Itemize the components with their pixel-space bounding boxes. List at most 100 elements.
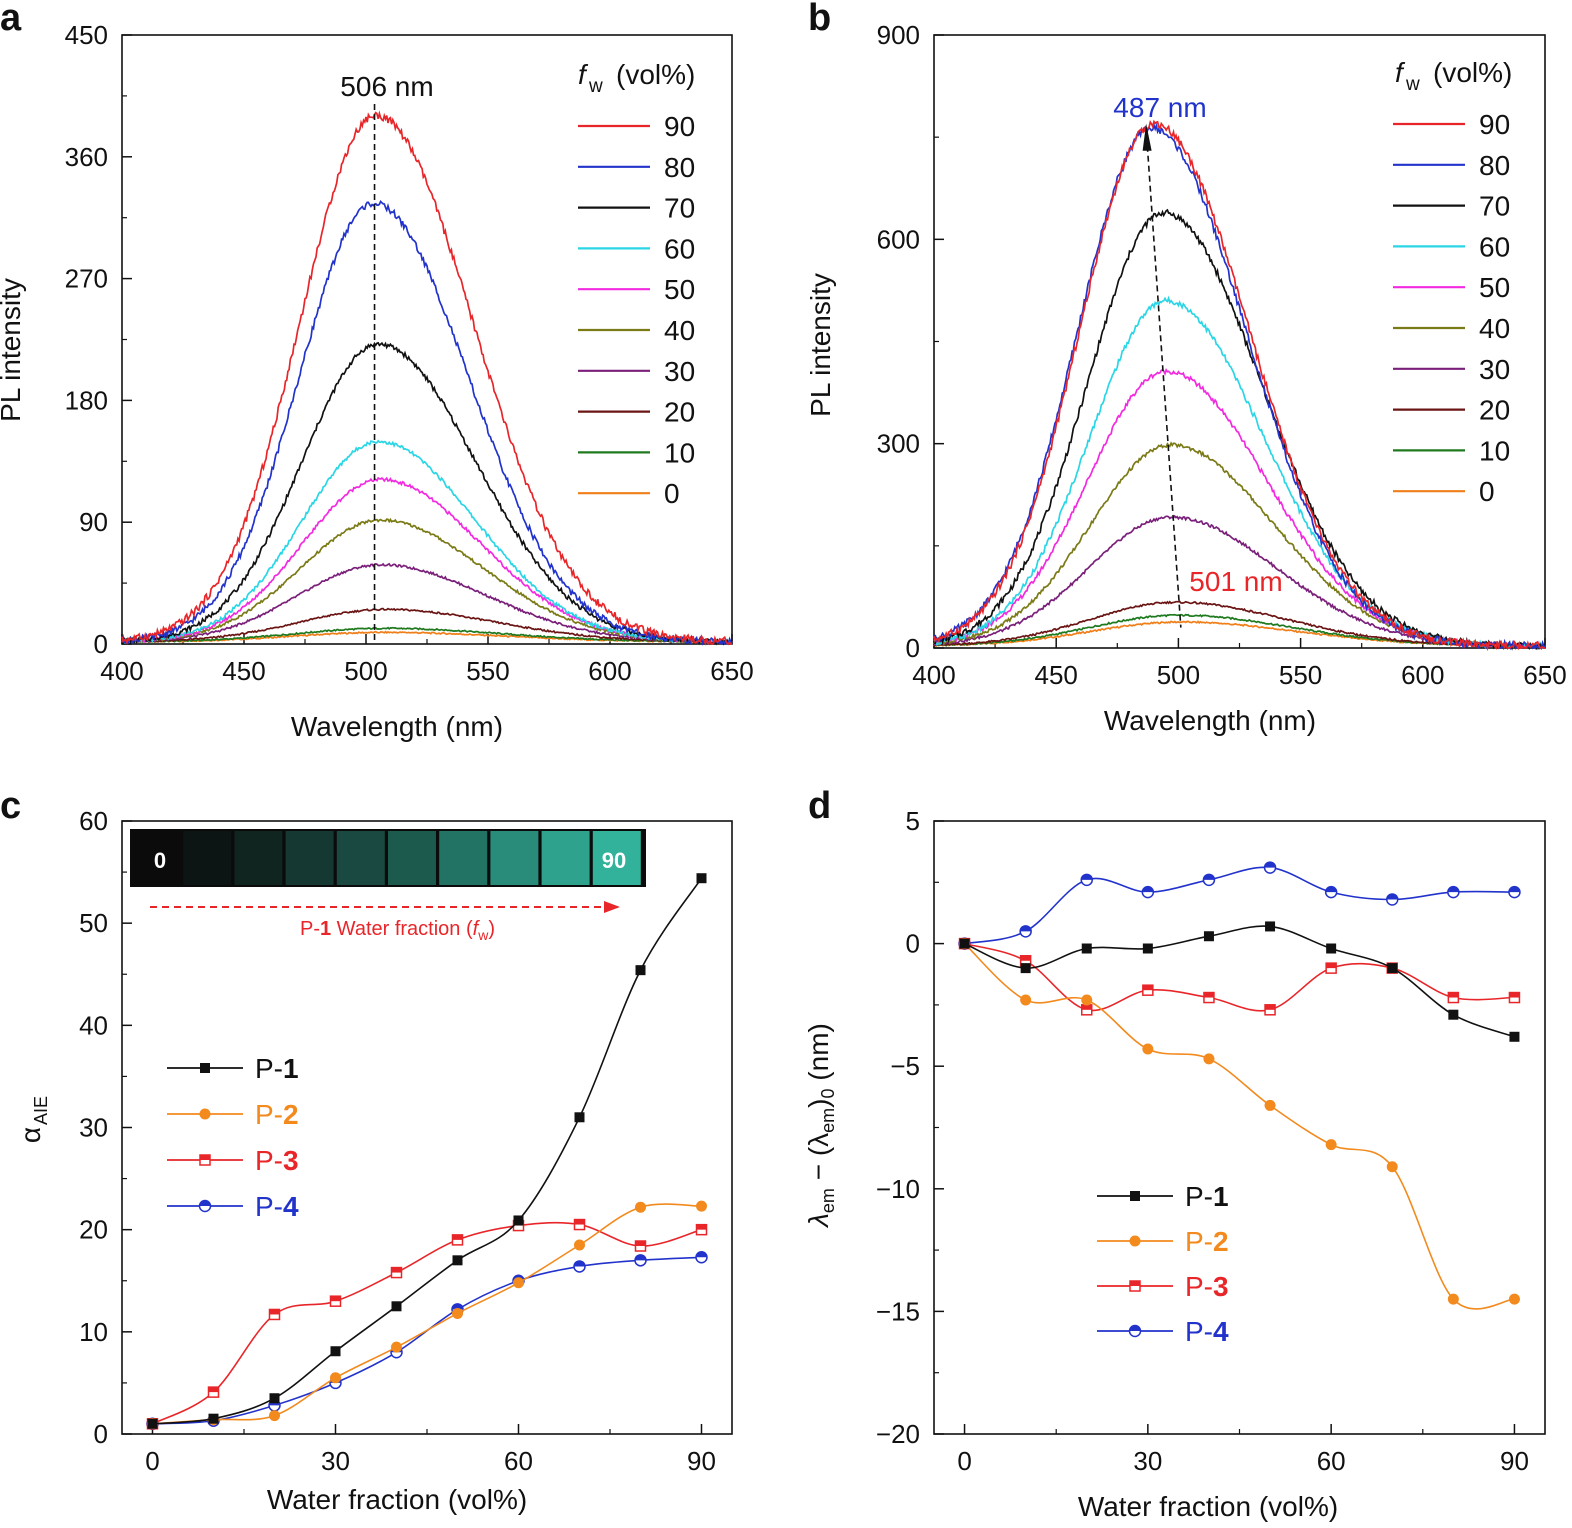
a-spectrum-20 <box>121 607 733 644</box>
c-legend: P-1 P-2 P-3 P-4 <box>167 1053 299 1222</box>
c-point-p4-90 <box>695 1251 708 1264</box>
b-spectrum-40 <box>933 441 1546 649</box>
a-y-axis-label: PL intensity <box>0 278 26 422</box>
d-curves <box>958 861 1521 1310</box>
d-point-p4-80 <box>1447 885 1460 899</box>
c-point-p2-70 <box>574 1239 585 1251</box>
c-point-p1-30 <box>330 1346 341 1357</box>
c-y-tick-label: 30 <box>79 1113 108 1143</box>
c-point-p2-30 <box>330 1372 341 1384</box>
c-y-axis-label-sub: AIE <box>31 1096 51 1125</box>
c-inset-vial-60 <box>439 831 488 885</box>
d-legend-marker-p1 <box>1130 1191 1140 1201</box>
d-point-p3-40 <box>1203 991 1215 1004</box>
a-curves <box>121 104 733 646</box>
a-legend-label-90: 90 <box>664 111 695 142</box>
c-y-axis-label: α AIE <box>15 1096 51 1143</box>
c-y-tick-label: 20 <box>79 1215 108 1245</box>
c-point-p3-10-fill <box>208 1387 219 1393</box>
c-point-p3-50 <box>451 1234 464 1246</box>
d-point-p2-70 <box>1386 1161 1398 1173</box>
c-x-axis-label: Water fraction (vol%) <box>267 1484 527 1515</box>
c-point-p3-30 <box>329 1295 342 1307</box>
d-legend-label-p1: P-1 <box>1185 1181 1229 1212</box>
a-x-tick-label: 650 <box>710 656 753 686</box>
c-point-p1-40 <box>391 1301 402 1312</box>
c-x-tick-label: 60 <box>504 1446 533 1476</box>
b-peak-shift-dashed-line <box>1145 135 1182 628</box>
d-point-p1-40 <box>1203 931 1214 942</box>
a-legend-label-20: 20 <box>664 397 695 428</box>
d-point-p3-10-fill <box>1020 955 1031 961</box>
c-point-p1-70 <box>574 1112 585 1123</box>
c-inset-vial-10 <box>183 831 232 885</box>
c-point-p1-0 <box>147 1418 158 1429</box>
d-point-p2-60 <box>1325 1139 1337 1151</box>
c-inset-label-start: 0 <box>154 848 166 873</box>
d-point-p3-20-fill <box>1081 1004 1092 1010</box>
c-point-p1-50 <box>452 1255 463 1266</box>
a-y-tick-label: 180 <box>65 385 108 415</box>
b-x-tick-label: 650 <box>1523 660 1566 690</box>
a-annotation-506nm: 506 nm <box>340 71 433 102</box>
b-legend-label-70: 70 <box>1479 191 1510 222</box>
b-curves <box>933 119 1546 652</box>
a-legend-label-40: 40 <box>664 315 695 346</box>
c-point-p2-50 <box>452 1307 463 1319</box>
d-y-tick-label: 0 <box>906 929 920 959</box>
a-legend-title: f w (vol%) <box>578 59 695 97</box>
c-point-p1-90 <box>696 873 707 884</box>
panel-label-c: c <box>0 785 21 827</box>
c-inset-vial-30 <box>285 831 334 885</box>
d-point-p3-50-fill <box>1265 1004 1276 1010</box>
b-legend-label-80: 80 <box>1479 150 1510 181</box>
c-inset-photo: 0 90 <box>130 829 646 913</box>
b-legend-label-20: 20 <box>1479 395 1510 426</box>
d-point-p2-20 <box>1081 994 1093 1006</box>
d-point-p3-80-fill <box>1448 992 1459 998</box>
d-point-p3-80 <box>1447 991 1460 1004</box>
d-legend-marker-p4 <box>1128 1324 1142 1338</box>
d-legend-marker-p4-fill <box>1129 1325 1141 1331</box>
d-point-p1-0 <box>959 938 970 949</box>
c-point-p4-50-fill <box>452 1303 463 1310</box>
d-point-p4-90-fill <box>1508 886 1520 893</box>
d-legend-marker-p3-fill <box>1130 1281 1140 1286</box>
a-legend-title-sub: w <box>588 76 603 97</box>
c-curves <box>146 873 708 1431</box>
b-x-tick-label: 550 <box>1279 660 1322 690</box>
b-legend-label-50: 50 <box>1479 272 1510 303</box>
b-y-axis-label: PL intensity <box>805 273 836 417</box>
c-inset-vial-70 <box>490 831 539 885</box>
a-legend-label-10: 10 <box>664 437 695 468</box>
b-x-axis-label: Wavelength (nm) <box>1104 705 1316 736</box>
d-point-p4-20 <box>1080 873 1093 887</box>
a-legend-title-f: f <box>578 59 589 90</box>
c-plot-frame <box>121 820 733 1435</box>
c-point-p3-90 <box>695 1223 708 1236</box>
d-x-tick-label: 90 <box>1500 1446 1529 1476</box>
c-line-p1 <box>152 877 703 1425</box>
d-y-axis-label-text: λem − (λem)0 (nm) <box>803 1023 838 1229</box>
c-inset-caption-a: P-1 Water fraction (fw) <box>300 918 495 943</box>
a-legend-label-50: 50 <box>664 274 695 305</box>
d-point-p1-10 <box>1020 963 1031 974</box>
d-point-p4-50-fill <box>1264 862 1276 868</box>
c-x-tick-label: 30 <box>321 1446 350 1476</box>
c-point-p3-40-fill <box>391 1267 402 1273</box>
d-point-p3-50 <box>1264 1004 1276 1016</box>
b-annotation-501nm: 501 nm <box>1189 566 1282 597</box>
d-line-p3 <box>964 942 1515 1012</box>
a-spectrum-60 <box>121 439 733 645</box>
a-x-tick-label: 500 <box>344 656 387 686</box>
d-point-p1-90 <box>1509 1031 1520 1042</box>
d-y-axis-label: λem − (λem)0 (nm) <box>803 1023 838 1229</box>
b-legend-title-rest: (vol%) <box>1433 57 1512 88</box>
d-point-p4-20-fill <box>1081 874 1093 880</box>
d-x-axis-label: Water fraction (vol%) <box>1078 1491 1338 1522</box>
c-y-tick-label: 40 <box>79 1010 108 1040</box>
b-y-tick-label: 600 <box>877 224 920 254</box>
c-legend-label-p1: P-1 <box>255 1053 299 1084</box>
d-legend-label-p4: P-4 <box>1185 1316 1229 1347</box>
d-legend-marker-p3 <box>1129 1280 1141 1292</box>
